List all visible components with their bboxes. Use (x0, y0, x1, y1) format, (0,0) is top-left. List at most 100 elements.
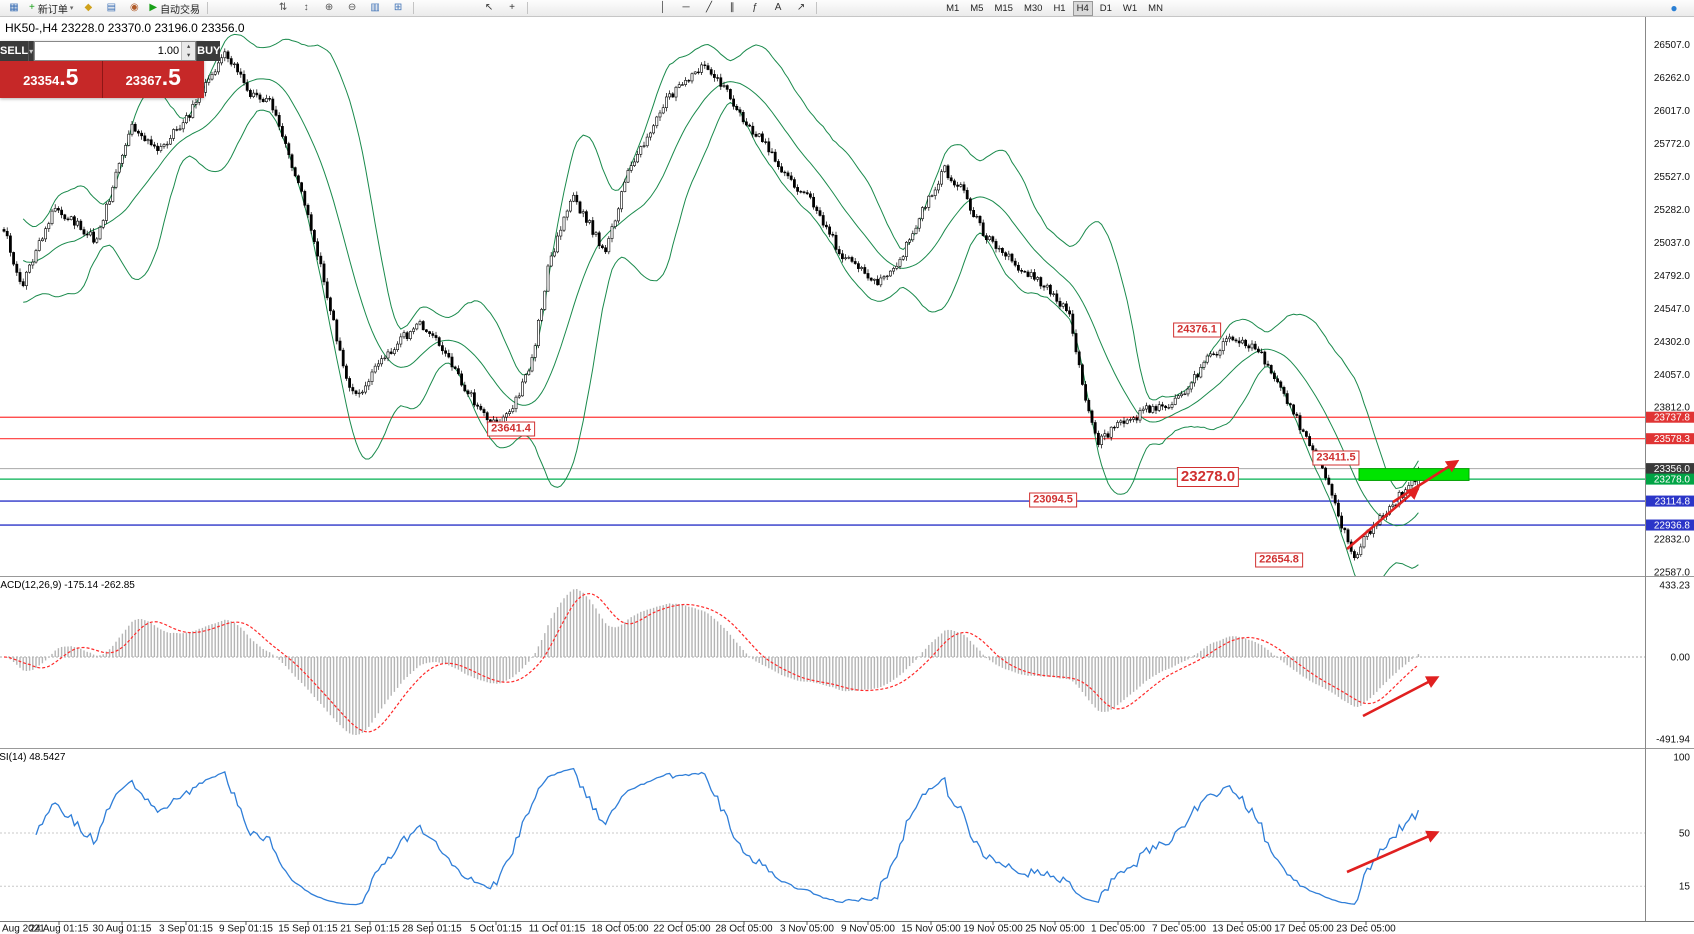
price-badge (1646, 519, 1694, 531)
timeframe-button-w1[interactable]: W1 (1122, 2, 1138, 14)
price-annotation[interactable]: 23411.5 (1312, 450, 1360, 466)
volume-increment-button[interactable]: ▴ (182, 42, 196, 51)
time-axis-label: 9 Sep 01:15 (219, 924, 273, 934)
channel-icon[interactable]: ∥ (721, 0, 743, 17)
auto-scroll-icon: ⇅ (278, 2, 288, 13)
favorites-icon[interactable]: ◆ (77, 0, 99, 17)
price-annotation[interactable]: 23641.4 (487, 421, 535, 437)
bollinger-upper-band (22, 33, 1419, 490)
macd-trend-arrow[interactable] (1362, 676, 1440, 718)
price-tick-label: 24547.0 (1654, 304, 1691, 315)
price-annotation[interactable]: 23094.5 (1029, 492, 1077, 508)
sell-price[interactable]: 23354.5 (0, 61, 103, 98)
favorites-icon: ◆ (84, 2, 93, 13)
macd-axis-label: 0.00 (1671, 653, 1691, 664)
navigator-icon[interactable]: ◉ (123, 0, 145, 17)
rsi-axis-label: 50 (1679, 829, 1691, 840)
trade-widget-top-row: SELL ▾ ▴ ▾ BUY (0, 41, 221, 61)
volume-input[interactable] (35, 42, 182, 60)
timeframe-button-m1[interactable]: M1 (946, 2, 960, 14)
toolbar-group: ⇅ ↕ ⊕ ⊖ ▥ ⊞ (272, 0, 409, 17)
zoom-in-icon[interactable]: ⊕ (318, 0, 340, 17)
volume-decrement-button[interactable]: ▾ (182, 51, 196, 60)
market-watch-icon[interactable]: ▤ (100, 0, 122, 17)
timeframe-button-m15[interactable]: M15 (994, 2, 1013, 14)
time-axis-label: Aug 2021 (2, 924, 45, 934)
volume-field: ▴ ▾ (34, 41, 197, 61)
trend-arrow[interactable] (1392, 459, 1460, 504)
toolbar-separator (413, 2, 415, 14)
fibonacci-icon[interactable]: ƒ (744, 0, 766, 17)
macd-axis-label: 433.23 (1659, 581, 1690, 592)
chart-shift-icon[interactable]: ↕ (295, 0, 317, 17)
new-chart-icon[interactable]: ⊞ (387, 0, 409, 17)
price-tick-label: 24057.0 (1654, 370, 1691, 381)
price-annotation[interactable]: 22654.8 (1255, 552, 1303, 568)
charts-icon: ▦ (9, 2, 19, 13)
toolbar-group: │ ─ ╱ ∥ ƒ A ↗ (652, 0, 812, 17)
community-icon[interactable]: ● (1663, 0, 1685, 17)
cursor-icon[interactable]: ↖ (478, 0, 500, 17)
navigator-icon: ◉ (129, 2, 139, 13)
timeframe-button-h1[interactable]: H1 (1053, 2, 1066, 14)
time-axis-label: 28 Sep 01:15 (402, 924, 462, 934)
timeframe-button-m5[interactable]: M5 (970, 2, 984, 14)
sell-price-main: 23354 (23, 73, 60, 88)
arrow-object-icon: ↗ (796, 2, 806, 13)
time-axis-label: 5 Oct 01:15 (470, 924, 522, 934)
volume-stepper: ▴ ▾ (181, 42, 196, 60)
price-annotation[interactable]: 23278.0 (1176, 467, 1240, 487)
horizontal-level-lines[interactable] (0, 416, 1645, 526)
crosshair-icon: + (509, 2, 515, 13)
time-axis-label: 23 Dec 05:00 (1336, 924, 1396, 934)
trend-arrow[interactable] (1346, 486, 1420, 550)
price-tick-label: 26507.0 (1654, 40, 1691, 51)
crosshair-icon[interactable]: + (501, 0, 523, 17)
time-axis-label: 28 Oct 05:00 (715, 924, 773, 934)
buy-button[interactable]: BUY (196, 41, 221, 61)
autotrading-button[interactable]: ▶ 自动交易 (146, 0, 203, 17)
price-annotation[interactable]: 24376.1 (1173, 322, 1221, 338)
price-tick-label: 25037.0 (1654, 238, 1691, 249)
auto-scroll-icon[interactable]: ⇅ (272, 0, 294, 17)
time-axis-label: 21 Sep 01:15 (340, 924, 400, 934)
macd-indicator-label: MACD(12,26,9) -175.14 -262.85 (0, 580, 135, 591)
horizontal-line-icon[interactable]: ─ (675, 0, 697, 17)
buy-price[interactable]: 23367.5 (102, 61, 204, 98)
time-axis-label: 9 Nov 05:00 (841, 924, 895, 934)
timeframe-button-h4[interactable]: H4 (1072, 0, 1093, 16)
time-axis-label: 30 Aug 01:15 (93, 924, 152, 934)
cursor-icon: ↖ (484, 2, 494, 13)
timeframe-button-mn[interactable]: MN (1148, 2, 1163, 14)
bollinger-bands (22, 33, 1419, 576)
text-label-icon: A (774, 2, 782, 13)
new-order-button[interactable]: + 新订单 ▾ (26, 0, 76, 17)
price-tick-label: 23812.0 (1654, 403, 1691, 414)
toolbar-separator (207, 2, 209, 14)
time-axis-label: 15 Nov 05:00 (901, 924, 961, 934)
timeframe-button-m30[interactable]: M30 (1023, 2, 1043, 14)
price-badge (1646, 411, 1694, 423)
price-badge (1646, 473, 1694, 485)
macd-histogram (0, 589, 1645, 735)
price-axis[interactable]: 26507.0 26262.0 26017.0 25772.0 25527.0 25282… (1646, 40, 1694, 893)
rsi-trend-arrow[interactable] (1346, 830, 1440, 874)
zoom-out-icon[interactable]: ⊖ (341, 0, 363, 17)
tile-windows-icon[interactable]: ▥ (364, 0, 386, 17)
timeframe-button-d1[interactable]: D1 (1099, 2, 1112, 14)
time-axis-label: 19 Nov 05:00 (963, 924, 1023, 934)
vertical-line-icon[interactable]: │ (652, 0, 674, 17)
charts-icon[interactable]: ▦ (3, 0, 25, 17)
toolbar-right-group: ● (1663, 0, 1685, 17)
horizontal-line-icon: ─ (682, 2, 690, 13)
buy-price-main: 23367 (125, 73, 162, 88)
arrow-object-icon[interactable]: ↗ (790, 0, 812, 17)
text-label-icon[interactable]: A (767, 0, 789, 17)
sell-button[interactable]: SELL (0, 41, 30, 61)
order-options-dropdown[interactable]: ▾ (29, 41, 35, 61)
price-badge (1646, 495, 1694, 507)
support-zone-rectangle[interactable] (1358, 468, 1470, 481)
trendline-icon[interactable]: ╱ (698, 0, 720, 17)
